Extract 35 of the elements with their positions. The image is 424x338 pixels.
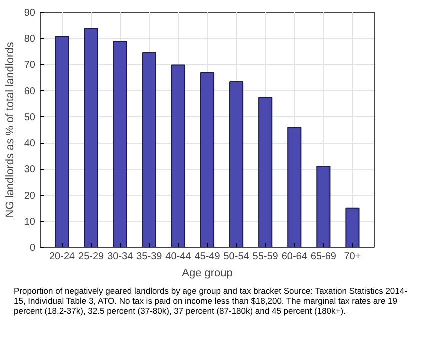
y-tick-label: 50 bbox=[24, 112, 36, 124]
x-tick-label: 20-24 bbox=[49, 252, 76, 262]
bar bbox=[171, 64, 186, 248]
y-tick-label: 20 bbox=[24, 190, 36, 202]
text: Proportion of negatively geared landlords by age group and tax bracket Source: Taxation Statistics 2014-15, Individual Table 3, ATO. No tax is paid on income less than $18,200. The marginal tax rates are 19 percent (18.2-37k), 32.5 percent (37-80k), 37 percent (87-180k) and 45 percent (180k+). bbox=[14, 286, 408, 316]
x-tick-label: 70+ bbox=[344, 252, 362, 262]
y-tick-label: 40 bbox=[24, 138, 36, 150]
x-tick-label: 40-44 bbox=[166, 252, 192, 262]
y-axis-title: NG landlords as % of total landlords bbox=[4, 42, 16, 218]
y-tick-label: 70 bbox=[24, 60, 36, 72]
x-tick-label: 65-69 bbox=[310, 252, 337, 262]
y-tick-label: 60 bbox=[24, 86, 36, 98]
bar bbox=[55, 36, 70, 248]
bar bbox=[200, 72, 215, 248]
y-tick-label: 30 bbox=[24, 164, 36, 176]
x-tick-label: 60-64 bbox=[282, 252, 308, 262]
y-tick-label: 90 bbox=[24, 8, 36, 19]
x-axis-title: Age group bbox=[182, 268, 233, 280]
bar bbox=[84, 28, 98, 248]
x-tick-label: 25-29 bbox=[78, 252, 105, 262]
y-tick-label: 10 bbox=[24, 216, 36, 228]
x-tick-label: 45-49 bbox=[194, 252, 221, 262]
bar bbox=[230, 81, 244, 248]
x-tick-label: 50-54 bbox=[224, 252, 250, 262]
y-tick-label: 0 bbox=[30, 243, 36, 254]
x-tick-label: 35-39 bbox=[136, 252, 163, 262]
bar bbox=[113, 40, 128, 248]
bar bbox=[288, 127, 302, 248]
bar bbox=[346, 208, 360, 248]
bar bbox=[316, 166, 331, 248]
x-tick-label: 55-59 bbox=[252, 252, 279, 262]
bar bbox=[258, 97, 273, 248]
bar bbox=[142, 52, 156, 248]
x-tick-label: 30-34 bbox=[108, 252, 134, 262]
y-tick-label: 80 bbox=[24, 34, 36, 46]
